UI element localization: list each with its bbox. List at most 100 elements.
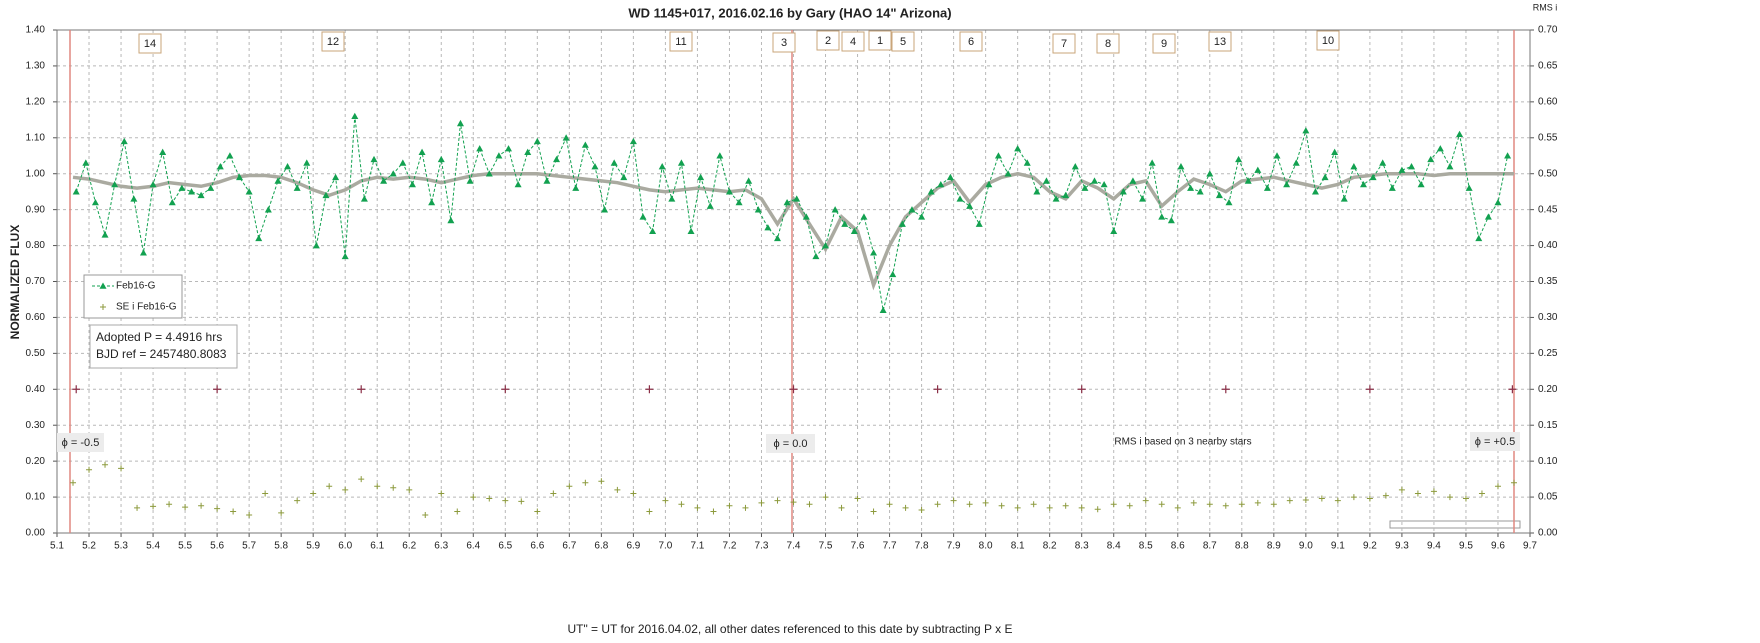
x-tick-label: 7.8 [915, 541, 929, 552]
dip-label-box [891, 31, 915, 52]
data-point [438, 490, 445, 497]
data-point [1110, 501, 1117, 508]
data-point [860, 213, 868, 220]
data-point [120, 137, 128, 145]
x-tick-label: 8.7 [1203, 541, 1217, 552]
data-point [838, 504, 845, 511]
data-point [725, 188, 733, 195]
data-point [610, 159, 618, 166]
data-point [658, 163, 666, 170]
data-point [134, 504, 141, 511]
x-tick-label: 7.9 [947, 541, 961, 552]
data-point [966, 501, 973, 508]
data-point [1174, 504, 1181, 511]
dip-label-box [1096, 33, 1120, 54]
data-point [1052, 195, 1060, 202]
x-tick-label: 8.0 [979, 541, 993, 552]
data-point [1366, 495, 1373, 502]
dip-label: 3 [781, 37, 787, 49]
data-point [1094, 506, 1101, 513]
data-point [639, 213, 647, 220]
data-point [758, 499, 765, 506]
data-point [1350, 494, 1357, 501]
data-point [543, 177, 551, 184]
data-point [1504, 152, 1512, 159]
x-tick-label: 5.1 [50, 541, 64, 552]
data-point [101, 231, 109, 238]
data-point [937, 180, 945, 188]
data-point [1263, 184, 1271, 191]
y-tick-label: 0.80 [26, 240, 46, 251]
data-point [1062, 502, 1069, 509]
x-tick-label: 9.0 [1299, 541, 1313, 552]
data-point [1331, 148, 1339, 155]
y2-tick-label: 0.65 [1538, 61, 1558, 72]
data-point [166, 501, 173, 508]
dip-label: 1 [877, 35, 883, 47]
data-point [1436, 145, 1444, 152]
phase-marker [645, 385, 654, 394]
y2-tick-label: 0.10 [1538, 456, 1558, 467]
data-point [1225, 198, 1233, 206]
y-tick-label: 0.90 [26, 204, 46, 215]
dip-label: 6 [968, 36, 974, 48]
data-point [1222, 502, 1229, 509]
data-point [278, 509, 285, 516]
y-tick-label: 0.70 [26, 276, 46, 287]
data-point [975, 220, 983, 227]
data-point [1126, 502, 1133, 509]
data-point [1196, 188, 1204, 195]
data-point [550, 490, 557, 497]
data-point [149, 180, 157, 188]
data-point [1427, 155, 1435, 163]
data-point [742, 504, 749, 511]
dip-label: 14 [144, 38, 156, 50]
data-point [418, 148, 426, 155]
data-point [1129, 177, 1137, 184]
x-tick-label: 8.4 [1107, 541, 1121, 552]
data-point [630, 490, 637, 497]
y2-tick-label: 0.25 [1538, 348, 1558, 359]
data-point [293, 184, 301, 191]
data-point [1321, 173, 1329, 181]
info-text: BJD ref = 2457480.8083 [96, 347, 227, 361]
data-point [1302, 496, 1309, 503]
data-point [86, 466, 93, 473]
x-tick-label: 9.2 [1363, 541, 1377, 552]
data-point [908, 206, 916, 213]
dip-label: 11 [675, 36, 686, 48]
data-point [886, 501, 893, 508]
y-tick-label: 0.60 [26, 312, 46, 323]
data-point [312, 242, 320, 249]
data-point [1494, 198, 1502, 206]
data-point [806, 501, 813, 508]
data-point [236, 173, 244, 181]
phase-marker [213, 385, 222, 394]
x-tick-label: 8.8 [1235, 541, 1249, 552]
data-point [408, 180, 416, 188]
data-point [662, 497, 669, 504]
x-tick-label: 6.3 [434, 541, 448, 552]
phase-label-box [1470, 432, 1520, 451]
data-point [1244, 177, 1252, 184]
data-point [1091, 177, 1099, 184]
x-tick-label: 8.6 [1171, 541, 1185, 552]
data-point [1270, 501, 1277, 508]
data-point [1456, 130, 1464, 137]
dip-label-box [1052, 33, 1076, 54]
data-point [1302, 127, 1310, 134]
data-point [262, 490, 269, 497]
data-point [1417, 180, 1425, 188]
x-tick-label: 6.6 [530, 541, 544, 552]
x-tick-label: 5.6 [210, 541, 224, 552]
data-point [454, 508, 461, 515]
y2-tick-label: 0.05 [1538, 492, 1558, 503]
x-tick-label: 5.9 [306, 541, 320, 552]
y2-tick-label: 0.30 [1538, 312, 1558, 323]
data-point [697, 173, 705, 181]
dip-label-box [868, 30, 892, 51]
data-point [678, 501, 685, 508]
data-point [197, 191, 205, 199]
